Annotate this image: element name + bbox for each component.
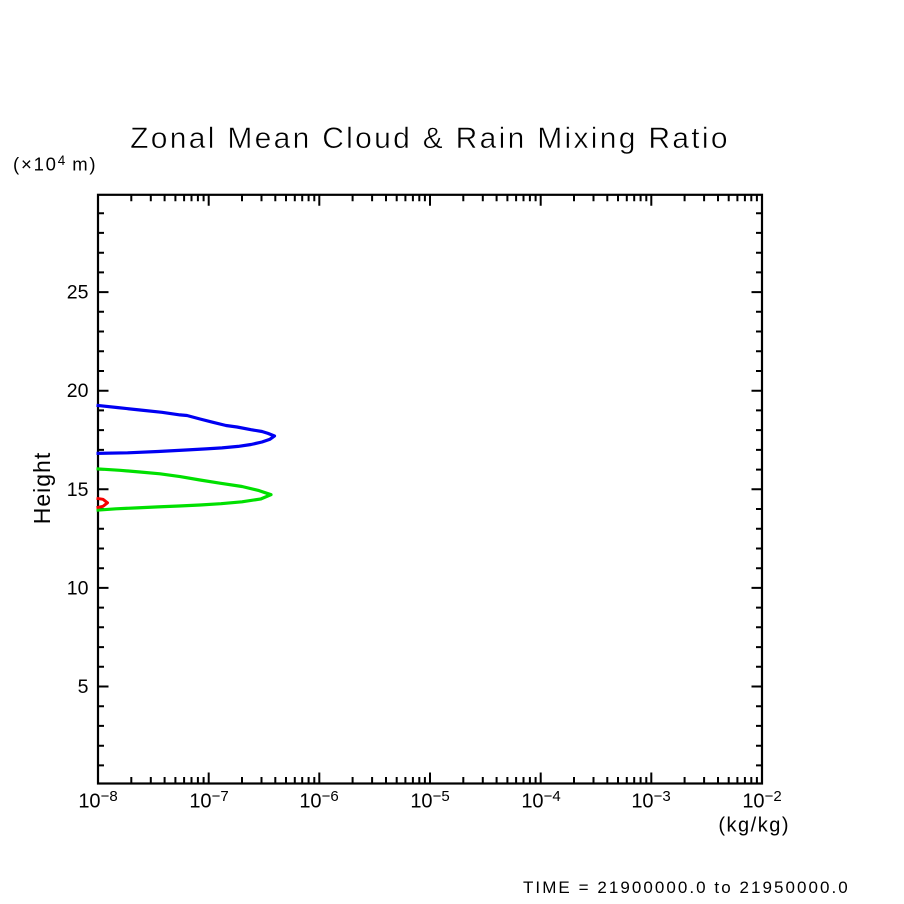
svg-text:(kg/kg): (kg/kg) xyxy=(718,815,790,837)
svg-text:10−5: 10−5 xyxy=(410,788,449,813)
svg-text:TIME = 21900000.0 to 21950000.: TIME = 21900000.0 to 21950000.0 xyxy=(523,878,850,897)
svg-text:10: 10 xyxy=(67,577,89,599)
svg-text:10−3: 10−3 xyxy=(631,788,670,813)
svg-text:10−6: 10−6 xyxy=(299,788,338,813)
svg-text:Height: Height xyxy=(29,452,55,524)
svg-text:25: 25 xyxy=(67,282,89,304)
svg-text:(×104 m): (×104 m) xyxy=(13,153,97,175)
svg-text:15: 15 xyxy=(67,479,89,501)
svg-text:20: 20 xyxy=(67,380,89,402)
svg-text:5: 5 xyxy=(78,676,89,698)
svg-text:10−7: 10−7 xyxy=(189,788,228,813)
svg-text:Zonal Mean Cloud & Rain Mixing: Zonal Mean Cloud & Rain Mixing Ratio xyxy=(130,122,730,155)
